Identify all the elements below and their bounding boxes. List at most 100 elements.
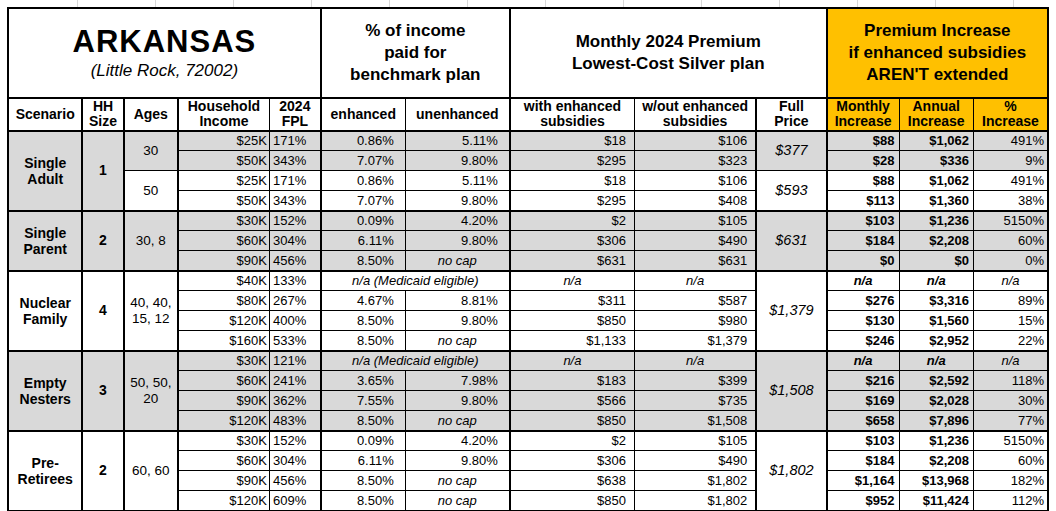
cell-fpl: 304% [269,451,320,471]
cell-unenhanced: no cap [405,251,510,271]
cell-enhanced: 8.50% [321,251,405,271]
cell-enhanced: 4.67% [321,291,405,311]
cell-wout-subsidies: $1,802 [635,471,757,491]
cell-wout-subsidies: n/a [635,351,757,371]
col-monthly-increase: Monthly Increase [827,98,899,131]
cell-with-subsidies: $306 [510,451,635,471]
group-header-premium: Monthly 2024 Premium Lowest-Cost Silver … [510,8,827,98]
cell-hh-size: 1 [82,131,123,211]
cell-annual-increase: $1,560 [899,311,973,331]
cell-annual-increase: $2,208 [899,451,973,471]
cell-annual-increase: $11,424 [899,491,973,511]
cell-wout-subsidies: $106 [635,171,757,191]
cell-annual-increase: $0 [899,251,973,271]
cell-wout-subsidies: $1,379 [635,331,757,351]
cell-unenhanced: 9.80% [405,151,510,171]
cell-fpl: 343% [269,151,320,171]
cell-pct-increase: 118% [973,371,1048,391]
cell-annual-increase: $1,062 [899,131,973,151]
cell-unenhanced: 9.80% [405,451,510,471]
cell-unenhanced: 8.81% [405,291,510,311]
cell-pct-increase: 30% [973,391,1048,411]
cell-annual-increase: $2,952 [899,331,973,351]
cell-pct-increase: n/a [973,271,1048,291]
cell-enhanced: 6.11% [321,451,405,471]
group-header-benchmark: % of income paid for benchmark plan [321,8,510,98]
cell-ages: 50 [124,171,178,211]
cell-pct-increase: 0% [973,251,1048,271]
cell-income: $160K [178,331,270,351]
table-row: Single Parent 2 30, 8 $30K 152% 0.09% 4.… [8,211,1048,231]
cell-annual-increase: $2,592 [899,371,973,391]
cell-income: $50K [178,191,270,211]
cell-fpl: 609% [269,491,320,511]
cell-annual-increase: n/a [899,271,973,291]
cell-unenhanced: 4.20% [405,211,510,231]
cell-with-subsidies: $631 [510,251,635,271]
cell-annual-increase: $1,062 [899,171,973,191]
cell-unenhanced: 9.80% [405,191,510,211]
cell-pct-increase: 182% [973,471,1048,491]
cell-annual-increase: $336 [899,151,973,171]
cell-wout-subsidies: $490 [635,231,757,251]
cell-fpl: 304% [269,231,320,251]
cell-fpl: 121% [269,351,320,371]
cell-with-subsidies: $295 [510,191,635,211]
cell-wout-subsidies: $631 [635,251,757,271]
cell-wout-subsidies: $1,802 [635,491,757,511]
cell-ages: 30, 8 [124,211,178,271]
cell-enhanced: 7.07% [321,191,405,211]
cell-annual-increase: $1,360 [899,191,973,211]
cell-income: $120K [178,491,270,511]
cell-wout-subsidies: $1,508 [635,411,757,431]
cell-monthly-increase: $88 [827,171,899,191]
cell-pct-increase: 5150% [973,211,1048,231]
cell-enhanced: 8.50% [321,471,405,491]
cell-unenhanced: 5.11% [405,171,510,191]
cell-fpl: 152% [269,211,320,231]
cell-wout-subsidies: $105 [635,431,757,451]
cell-wout-subsidies: $587 [635,291,757,311]
cell-income: $60K [178,231,270,251]
cell-unenhanced: 9.80% [405,391,510,411]
cell-wout-subsidies: $735 [635,391,757,411]
cell-monthly-increase: $88 [827,131,899,151]
cell-unenhanced: no cap [405,411,510,431]
cell-with-subsidies: $295 [510,151,635,171]
cell-enhanced: 0.09% [321,431,405,451]
table-row: Empty Nesters 3 50, 50, 20 $30K 121% n/a… [8,351,1048,371]
cell-enhanced: 8.50% [321,331,405,351]
cell-with-subsidies: $18 [510,171,635,191]
cell-full-price: $377 [756,131,826,171]
cell-scenario: Empty Nesters [8,351,82,431]
cell-hh-size: 2 [82,211,123,271]
cell-enhanced: 3.65% [321,371,405,391]
cell-wout-subsidies: $106 [635,131,757,151]
cell-unenhanced: 7.98% [405,371,510,391]
cell-annual-increase: $3,316 [899,291,973,311]
cell-income: $30K [178,431,270,451]
col-enhanced: enhanced [321,98,405,131]
cell-fpl: 456% [269,251,320,271]
table-title: ARKANSAS (Little Rock, 72002) [8,8,321,98]
col-with-enhanced-subsidies: with enhanced subsidies [510,98,635,131]
cell-with-subsidies: $850 [510,311,635,331]
cell-monthly-increase: $113 [827,191,899,211]
cell-hh-size: 3 [82,351,123,431]
col-pct-increase: % Increase [973,98,1048,131]
cell-fpl: 362% [269,391,320,411]
cell-monthly-increase: $28 [827,151,899,171]
cell-monthly-increase: n/a [827,351,899,371]
cell-income: $60K [178,371,270,391]
cell-with-subsidies: $2 [510,211,635,231]
cell-with-subsidies: $566 [510,391,635,411]
cell-monthly-increase: $276 [827,291,899,311]
col-scenario: Scenario [8,98,82,131]
cell-pct-increase: 5150% [973,431,1048,451]
cell-with-subsidies: n/a [510,351,635,371]
cell-pct-increase: 15% [973,311,1048,331]
cell-monthly-increase: $216 [827,371,899,391]
cell-income: $40K [178,271,270,291]
cell-pct-increase: 112% [973,491,1048,511]
cell-income: $120K [178,411,270,431]
